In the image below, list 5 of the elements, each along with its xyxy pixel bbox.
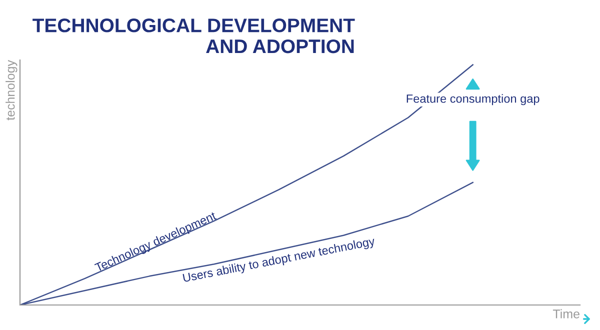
- annotation: Feature consumption gap: [406, 94, 540, 106]
- x-axis-title: Time: [552, 309, 580, 318]
- chart-title: TECHNOLOGICAL DEVELOPMENT AND ADOPTION: [32, 18, 355, 54]
- annotation: Users ability to adopt new technology: [182, 236, 376, 284]
- y-axis-title: technology: [6, 60, 18, 120]
